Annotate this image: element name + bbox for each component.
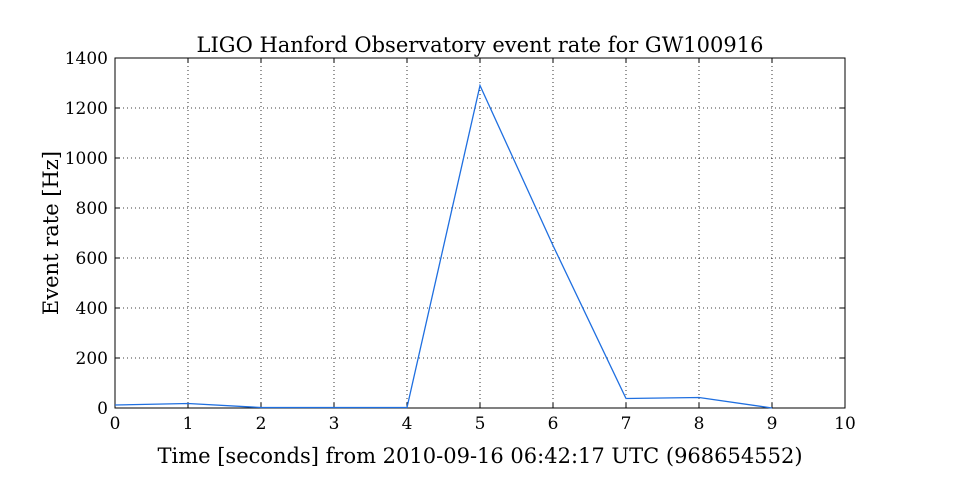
x-tick-label: 0 [110, 414, 121, 434]
y-tick-label: 1200 [65, 99, 108, 119]
y-tick-label: 1400 [65, 49, 108, 69]
x-axis-label: Time [seconds] from 2010-09-16 06:42:17 … [157, 444, 802, 468]
x-tick-label: 4 [402, 414, 413, 434]
x-tick-label: 9 [767, 414, 778, 434]
x-tick-label: 1 [183, 414, 194, 434]
tick-labels: 0 1 2 3 4 5 6 7 8 9 10 0 200 400 600 800 1000 1200 1400 [65, 49, 856, 434]
y-tick-label: 400 [76, 299, 108, 319]
y-axis-label: Event rate [Hz] [39, 151, 63, 315]
y-tick-label: 0 [97, 399, 108, 419]
series-line [114, 83, 773, 409]
grid-lines [115, 58, 845, 408]
x-tick-label: 3 [329, 414, 340, 434]
x-tick-label: 2 [256, 414, 267, 434]
y-tick-label: 600 [76, 249, 108, 269]
x-tick-label: 10 [834, 414, 856, 434]
x-tick-label: 8 [694, 414, 705, 434]
series-layer [114, 83, 773, 409]
y-tick-label: 800 [76, 199, 108, 219]
y-tick-label: 1000 [65, 149, 108, 169]
y-tick-label: 200 [76, 349, 108, 369]
x-tick-label: 5 [475, 414, 486, 434]
x-tick-label: 6 [548, 414, 559, 434]
x-tick-label: 7 [621, 414, 632, 434]
chart-title: LIGO Hanford Observatory event rate for … [197, 33, 764, 57]
